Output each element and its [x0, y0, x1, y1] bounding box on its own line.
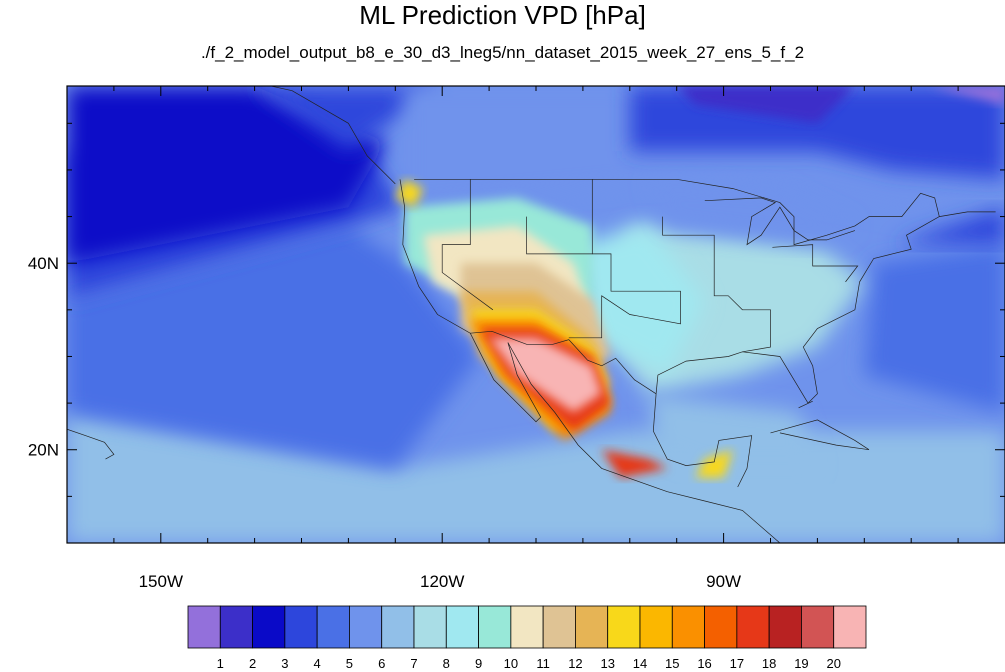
- colorbar-label: 9: [475, 656, 482, 671]
- colorbar-label: 10: [504, 656, 518, 671]
- us-state-lines-west: [441, 179, 494, 311]
- colorbar-swatch: [575, 605, 609, 649]
- axis-ticks: 150W 120W 90W 40N 20N: [28, 86, 1005, 591]
- vpd-region-5: [254, 86, 443, 152]
- vpd-region-24: [601, 449, 668, 478]
- colorbar-swatch: [445, 605, 479, 649]
- colorbar-swatch: [284, 605, 318, 649]
- colorbar-label: 6: [378, 656, 385, 671]
- coastline-and-border-layer: [67, 86, 996, 543]
- us-state-lines-northeast: [772, 244, 859, 283]
- vpd-region-23: [489, 337, 602, 413]
- colorbar-label: 11: [536, 656, 550, 671]
- colorbar-swatch: [768, 605, 802, 649]
- hawaii-islands: [67, 428, 115, 460]
- vpd-region-15: [648, 179, 855, 245]
- florida-keys: [798, 400, 813, 409]
- colorbar: 1 2 3 4 5 6 7 8 9 10 11 12 13 14 15 16 17 18 19 20: [187, 605, 867, 671]
- colorbar-swatch: [833, 605, 867, 649]
- vpd-region-8: [676, 86, 855, 124]
- vpd-region-7: [629, 86, 1005, 180]
- colorbar-label: 18: [762, 656, 776, 671]
- colorbar-swatch: [316, 605, 350, 649]
- colorbar-swatch: [219, 605, 253, 649]
- us-mexico-border: [470, 330, 657, 395]
- colorbar-swatch: [478, 605, 512, 649]
- vpd-region-4: [67, 86, 386, 264]
- x-tick-label: 120W: [420, 572, 464, 591]
- colorbar-label: 20: [826, 656, 840, 671]
- alaska-coastline: [160, 86, 396, 185]
- colorbar-swatch: [381, 605, 415, 649]
- colorbar-label: 13: [600, 656, 614, 671]
- colorbar-label: 5: [346, 656, 353, 671]
- colorbar-swatch: [349, 605, 383, 649]
- vpd-region-14: [648, 393, 818, 469]
- us-west-coastline: [399, 179, 781, 543]
- y-tick-label: 20N: [28, 441, 59, 460]
- vpd-region-2: [67, 225, 480, 469]
- colorbar-swatch: [639, 605, 673, 649]
- colorbar-swatch: [187, 605, 221, 649]
- cuba-coastline: [770, 419, 870, 451]
- colorbar-label: 12: [568, 656, 582, 671]
- vpd-region-11: [892, 207, 1005, 245]
- vpd-region-26: [395, 179, 424, 208]
- colorbar-label: 19: [794, 656, 808, 671]
- colorbar-label: 1: [217, 656, 224, 671]
- colorbar-swatch: [542, 605, 576, 649]
- colorbar-swatch: [607, 605, 641, 649]
- vpd-field-layer: [67, 86, 1005, 543]
- great-lakes: [704, 197, 856, 246]
- colorbar-label: 3: [281, 656, 288, 671]
- colorbar-swatch: [736, 605, 770, 649]
- vpd-region-25: [695, 449, 733, 478]
- colorbar-swatch: [801, 605, 835, 649]
- colorbar-label: 8: [443, 656, 450, 671]
- vpd-region-13: [573, 225, 705, 376]
- vpd-region-9: [930, 86, 1005, 105]
- us-canada-border: [414, 178, 940, 246]
- mexico-gulf-coastline: [652, 393, 753, 488]
- colorbar-swatch: [704, 605, 738, 649]
- colorbar-label: 17: [730, 656, 744, 671]
- colorbar-label: 16: [697, 656, 711, 671]
- us-state-lines-plains: [568, 253, 681, 339]
- vpd-region-10: [864, 244, 1005, 413]
- gulf-coastline: [655, 211, 996, 404]
- colorbar-label: 4: [314, 656, 321, 671]
- colorbar-swatch: [671, 605, 705, 649]
- us-state-lines-east: [662, 216, 771, 353]
- chart-subtitle: ./f_2_model_output_b8_e_30_d3_lneg5/nn_d…: [200, 43, 805, 62]
- y-tick-label: 40N: [28, 254, 59, 273]
- colorbar-label: 14: [633, 656, 647, 671]
- chart-title: ML Prediction VPD [hPa]: [359, 0, 646, 30]
- plot-area: [67, 86, 1005, 543]
- colorbar-label: 7: [410, 656, 417, 671]
- colorbar-swatch: [413, 605, 447, 649]
- colorbar-swatch: [510, 605, 544, 649]
- colorbar-label: 2: [249, 656, 256, 671]
- x-tick-label: 150W: [139, 572, 183, 591]
- colorbar-swatch: [252, 605, 286, 649]
- x-tick-label: 90W: [706, 572, 741, 591]
- colorbar-label: 15: [665, 656, 679, 671]
